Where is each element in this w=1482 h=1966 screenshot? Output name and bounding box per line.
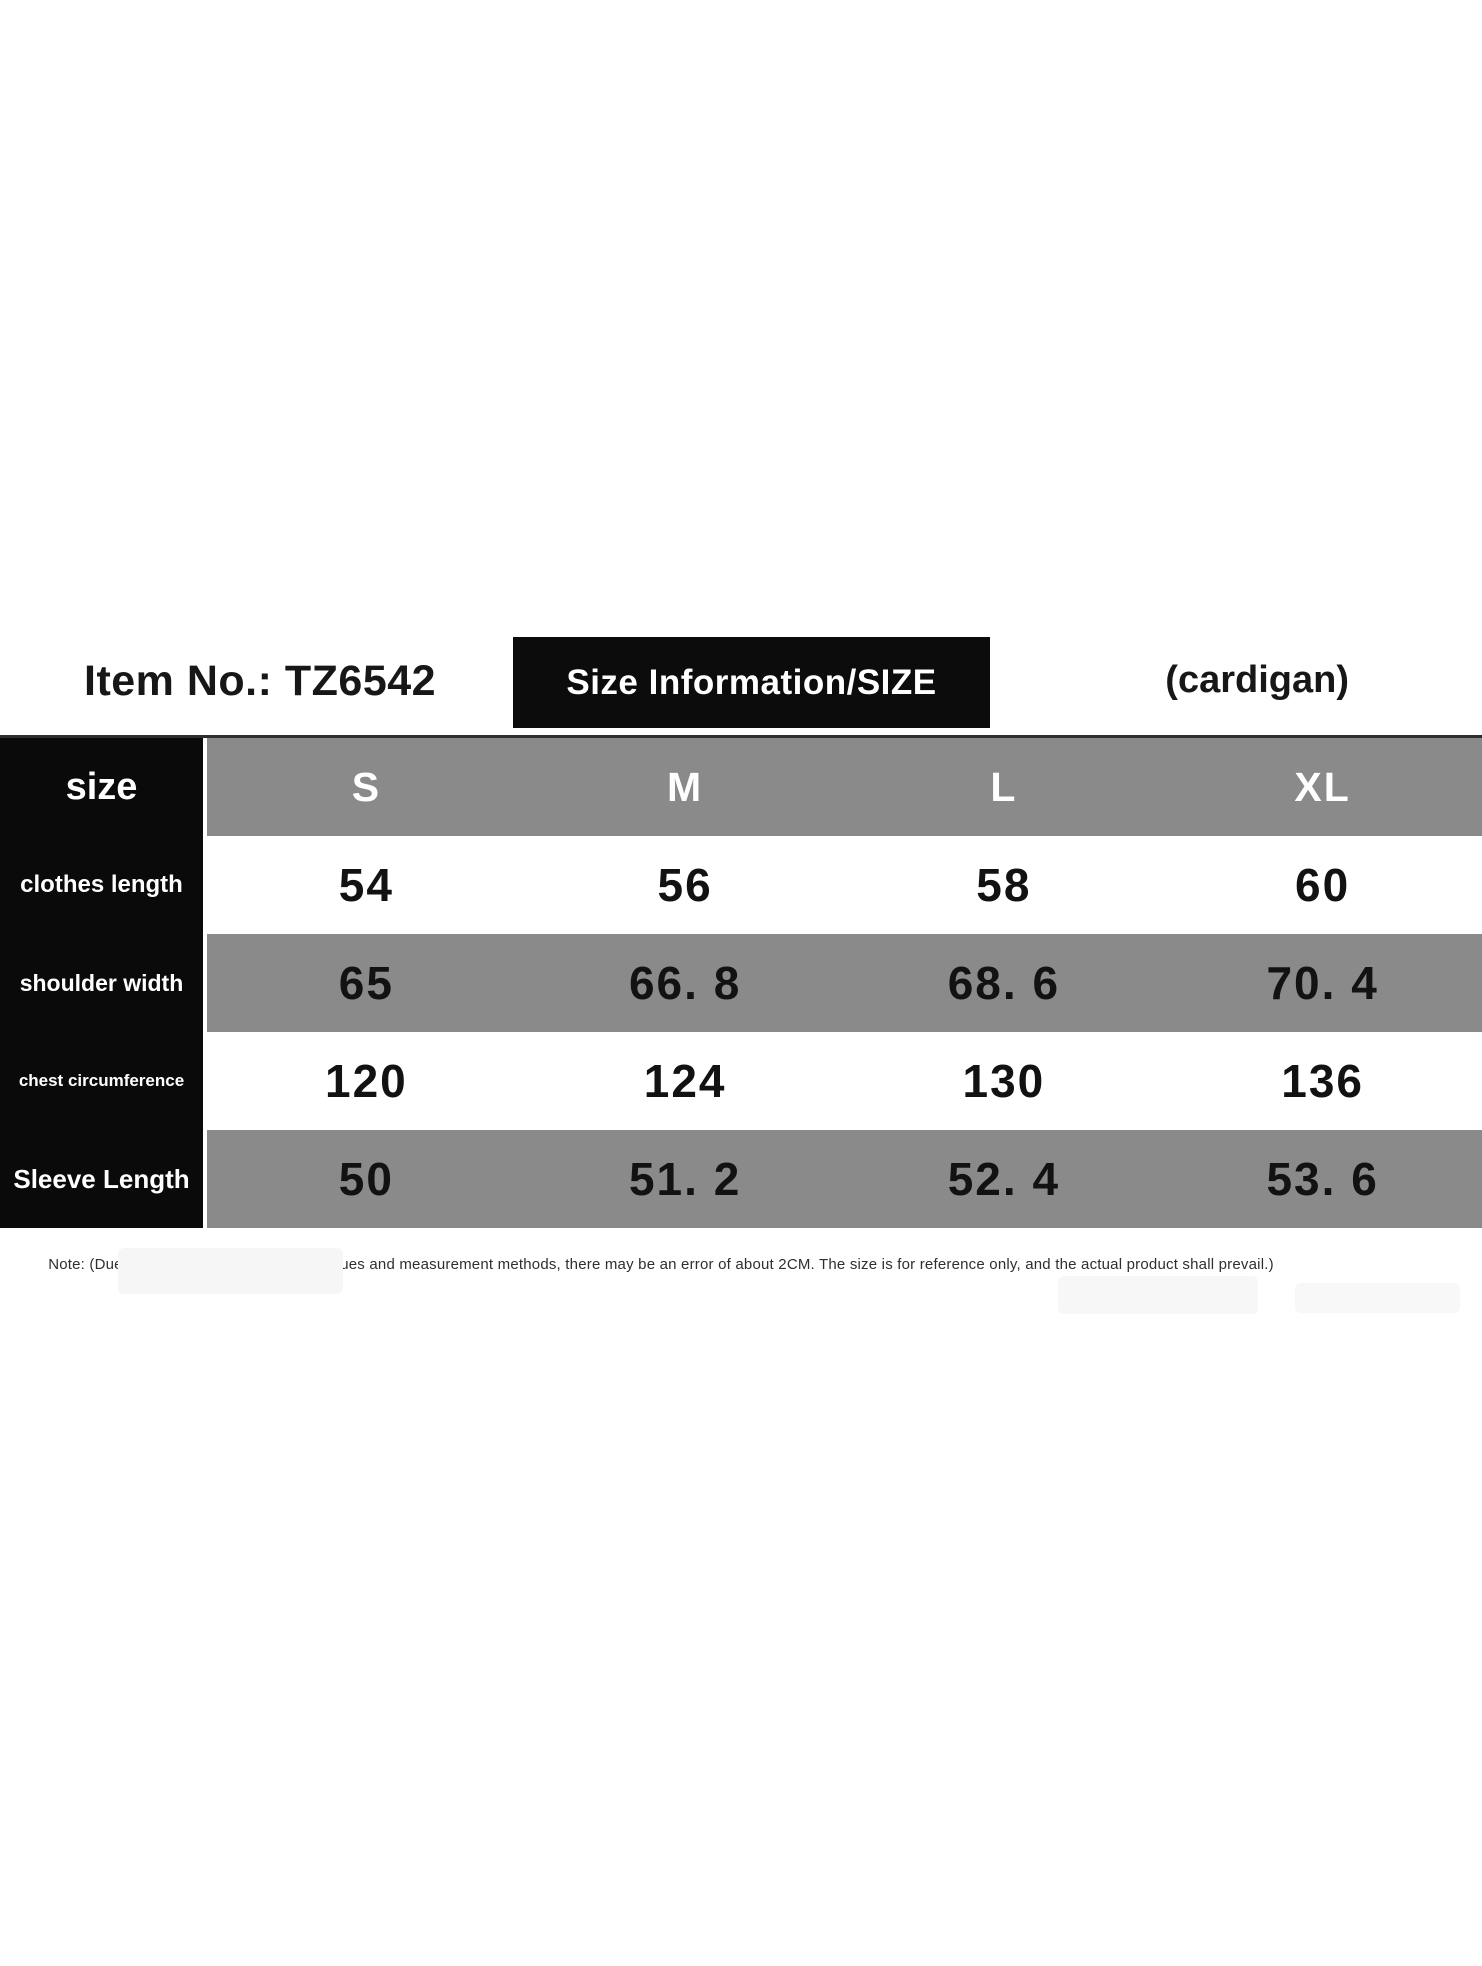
cell-sleeve-length-m: 51. 2 <box>628 1153 742 1205</box>
item-number-label: Item No.: TZ6542 <box>84 657 437 705</box>
cell-shoulder-width-l: 68. 6 <box>947 957 1061 1009</box>
row-label-sleeve-length: Sleeve Length <box>13 1163 190 1194</box>
size-information-title: Size Information/SIZE <box>566 662 937 702</box>
table-row-chest-circumference: 120 124 130 136 <box>207 1032 1482 1130</box>
cell-sleeve-length-xl: 53. 6 <box>1266 1153 1379 1205</box>
product-type-label: (cardigan) <box>1165 659 1349 701</box>
faded-watermark-smudge <box>118 1248 343 1294</box>
size-header-row: S M L XL <box>207 738 1482 836</box>
size-header-xl: XL <box>1294 763 1351 810</box>
size-table: size clothes length shoulder width chest… <box>0 735 1482 1228</box>
size-table-data-area: S M L XL 54 56 58 60 65 66. 8 68. 6 70. … <box>207 738 1482 1228</box>
size-header-s: S <box>351 763 382 810</box>
faded-watermark-smudge <box>1058 1276 1258 1314</box>
corner-label-size: size <box>65 765 138 808</box>
size-table-label-column: size clothes length shoulder width chest… <box>0 738 203 1228</box>
size-header-m: M <box>667 763 704 810</box>
size-information-title-box: Size Information/SIZE <box>513 637 990 728</box>
table-row-sleeve-length: 50 51. 2 52. 4 53. 6 <box>207 1130 1482 1228</box>
row-label-chest-circumference: chest circumference <box>18 1071 185 1090</box>
cell-clothes-length-xl: 60 <box>1295 859 1351 911</box>
cell-sleeve-length-l: 52. 4 <box>947 1153 1061 1205</box>
cell-clothes-length-l: 58 <box>976 859 1032 911</box>
cell-chest-circumference-m: 124 <box>643 1055 727 1107</box>
cell-clothes-length-s: 54 <box>338 859 394 911</box>
table-row-clothes-length: 54 56 58 60 <box>207 836 1482 934</box>
cell-sleeve-length-s: 50 <box>338 1153 394 1205</box>
cell-shoulder-width-xl: 70. 4 <box>1266 957 1379 1009</box>
row-label-clothes-length: clothes length <box>20 871 183 898</box>
cell-shoulder-width-m: 66. 8 <box>628 957 742 1009</box>
cell-clothes-length-m: 56 <box>657 859 713 911</box>
disclaimer-note: Note: (Due to differences in cutting tec… <box>48 1256 1274 1273</box>
cell-shoulder-width-s: 65 <box>338 957 394 1009</box>
cell-chest-circumference-l: 130 <box>962 1055 1046 1107</box>
table-row-shoulder-width: 65 66. 8 68. 6 70. 4 <box>207 934 1482 1032</box>
size-header-l: L <box>990 763 1018 810</box>
faded-watermark-smudge <box>1295 1283 1460 1313</box>
cell-chest-circumference-xl: 136 <box>1281 1055 1364 1107</box>
cell-chest-circumference-s: 120 <box>325 1055 408 1107</box>
row-label-shoulder-width: shoulder width <box>19 969 184 996</box>
